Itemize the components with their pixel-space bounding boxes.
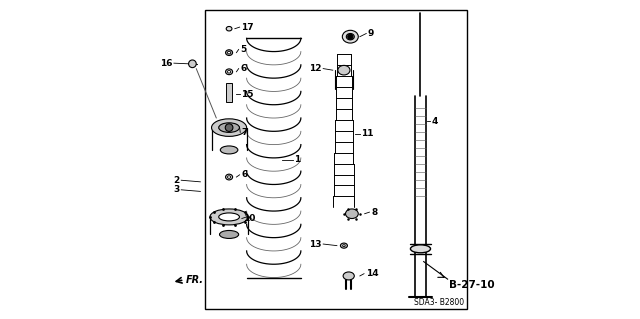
Circle shape bbox=[348, 34, 353, 39]
Ellipse shape bbox=[227, 70, 230, 73]
Text: 5: 5 bbox=[240, 45, 246, 54]
Text: 17: 17 bbox=[241, 23, 254, 32]
Text: B-27-10: B-27-10 bbox=[449, 280, 495, 290]
Text: SDA3- B2800: SDA3- B2800 bbox=[413, 298, 464, 307]
Circle shape bbox=[225, 124, 233, 131]
Ellipse shape bbox=[225, 69, 232, 75]
Text: 3: 3 bbox=[173, 185, 180, 194]
Bar bbox=[205, 10, 467, 309]
Circle shape bbox=[189, 60, 196, 68]
Ellipse shape bbox=[342, 30, 358, 43]
Ellipse shape bbox=[227, 176, 230, 178]
Text: 10: 10 bbox=[243, 214, 256, 223]
Ellipse shape bbox=[410, 245, 431, 253]
Ellipse shape bbox=[340, 243, 348, 248]
Ellipse shape bbox=[346, 33, 355, 40]
Ellipse shape bbox=[338, 65, 350, 75]
Ellipse shape bbox=[225, 174, 232, 180]
Text: 11: 11 bbox=[362, 130, 374, 138]
Ellipse shape bbox=[220, 146, 238, 154]
Ellipse shape bbox=[225, 50, 232, 56]
Ellipse shape bbox=[212, 119, 246, 137]
Ellipse shape bbox=[219, 123, 239, 132]
Text: 2: 2 bbox=[173, 176, 180, 185]
Text: 16: 16 bbox=[160, 59, 172, 68]
Ellipse shape bbox=[227, 51, 230, 54]
Ellipse shape bbox=[343, 272, 355, 280]
Ellipse shape bbox=[226, 26, 232, 31]
Ellipse shape bbox=[219, 213, 239, 221]
Text: 13: 13 bbox=[309, 240, 321, 249]
Text: 1: 1 bbox=[294, 155, 301, 164]
Bar bbox=[226, 83, 232, 102]
Text: 14: 14 bbox=[365, 269, 378, 278]
Text: 6: 6 bbox=[241, 170, 248, 179]
Ellipse shape bbox=[210, 209, 248, 225]
Ellipse shape bbox=[342, 245, 345, 247]
Text: FR.: FR. bbox=[186, 275, 204, 286]
Ellipse shape bbox=[220, 231, 239, 239]
Ellipse shape bbox=[346, 209, 358, 219]
Text: 4: 4 bbox=[431, 117, 438, 126]
Text: 12: 12 bbox=[309, 64, 321, 73]
Text: 6: 6 bbox=[240, 64, 246, 73]
Text: 7: 7 bbox=[242, 128, 248, 137]
Text: 15: 15 bbox=[241, 90, 253, 99]
Text: 8: 8 bbox=[371, 208, 378, 217]
Text: 9: 9 bbox=[368, 29, 374, 38]
